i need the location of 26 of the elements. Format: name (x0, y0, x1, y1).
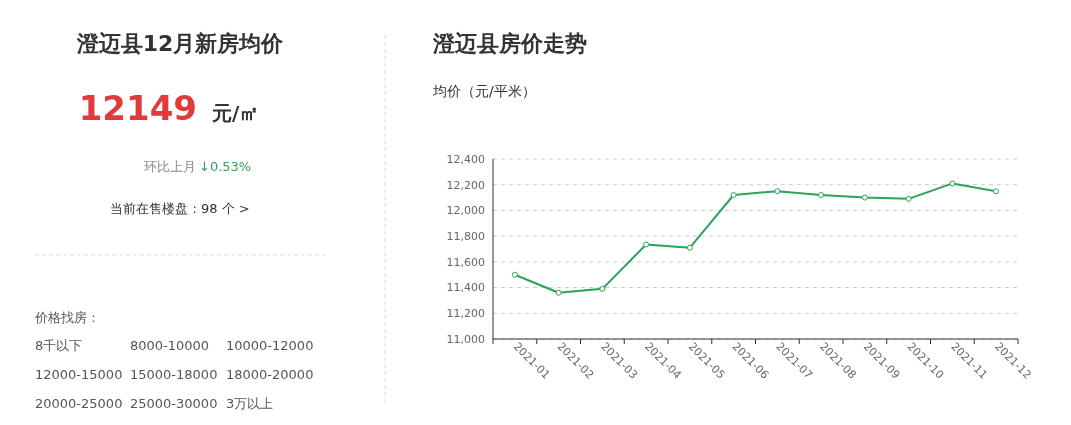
y-axis-title: 均价（元/平米） (432, 83, 536, 99)
y-tick-label: 12,200 (446, 178, 485, 192)
y-tick-label: 12,000 (446, 204, 485, 218)
text: 25000-30000 (130, 396, 218, 411)
text: 价格找房 : (34, 310, 96, 325)
text: 15000-18000 (130, 367, 218, 382)
y-tick-label: 11,600 (446, 255, 485, 269)
text: 12149 (78, 88, 197, 128)
text: 环比上月 (144, 159, 196, 174)
text: 当前在售楼盘 : 98 个 > (110, 201, 250, 216)
chart-title: 澄迈县房价走势 (432, 31, 587, 56)
text: 元/㎡ (211, 101, 260, 125)
text: 10000-12000 (226, 338, 314, 353)
y-tick-label: 11,200 (446, 307, 485, 321)
text: 8千以下 (35, 338, 83, 353)
y-tick-label: 12,400 (446, 152, 485, 166)
y-tick-label: 11,800 (446, 229, 485, 243)
y-tick-label: 11,400 (446, 281, 485, 295)
y-tick-label: 11,000 (446, 332, 485, 346)
text: 12000-15000 (35, 367, 123, 382)
text: 20000-25000 (35, 396, 123, 411)
text: 18000-20000 (226, 367, 314, 382)
text: 澄迈县12月新房均价 (75, 31, 285, 56)
text: 3万以上 (226, 396, 274, 411)
text: 8000-10000 (130, 338, 210, 353)
text: ↓0.53% (199, 159, 252, 174)
